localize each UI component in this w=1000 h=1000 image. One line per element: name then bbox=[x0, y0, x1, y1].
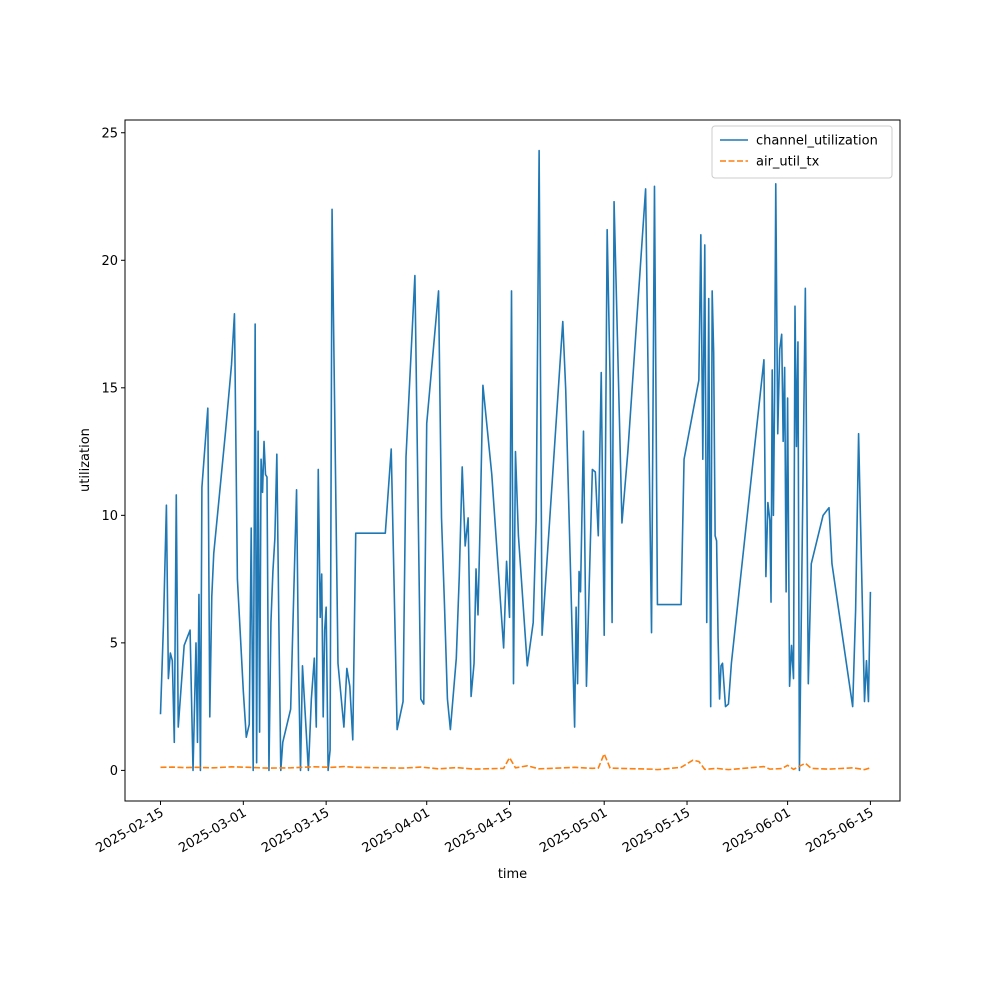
plot-frame bbox=[124, 119, 901, 802]
series-line-channel-utilization bbox=[159, 149, 872, 772]
series-layer bbox=[159, 149, 872, 772]
series-line-air-util-tx bbox=[160, 753, 871, 771]
y-tick-label: 10 bbox=[101, 509, 118, 524]
legend-label: air_util_tx bbox=[756, 155, 820, 170]
y-tick-label: 0 bbox=[110, 764, 118, 779]
y-axis-label: utilization bbox=[78, 428, 93, 492]
legend-label: channel_utilization bbox=[756, 134, 878, 149]
y-tick-label: 25 bbox=[101, 126, 118, 141]
y-tick-label: 5 bbox=[110, 636, 118, 651]
legend: channel_utilization air_util_tx bbox=[711, 125, 893, 179]
x-axis-label: time bbox=[498, 867, 527, 882]
y-tick-label: 15 bbox=[101, 381, 118, 396]
y-tick-label: 20 bbox=[101, 254, 118, 269]
legend-box bbox=[711, 125, 893, 179]
